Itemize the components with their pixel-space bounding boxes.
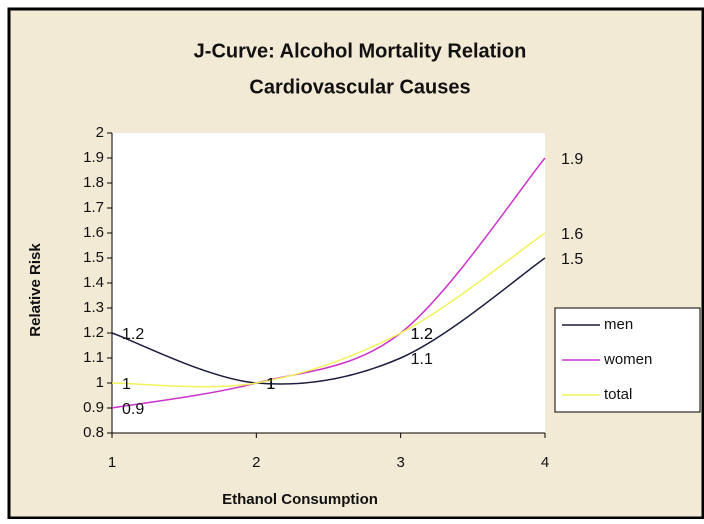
data-label: 1.1	[411, 351, 433, 368]
legend-label: women	[603, 351, 652, 368]
data-label: 1	[266, 376, 275, 393]
data-label: 1.2	[411, 326, 433, 343]
plot-area	[112, 133, 545, 433]
data-label: 1	[122, 376, 131, 393]
chart-title: J-Curve: Alcohol Mortality Relation	[194, 40, 527, 62]
y-tick-label: 1.8	[83, 174, 104, 191]
line	[111, 157, 546, 409]
y-axis-label: Relative Risk	[27, 243, 44, 337]
y-tick-label: 1.3	[83, 299, 104, 316]
data-label: 1.9	[561, 151, 583, 168]
x-tick-label: 4	[541, 454, 549, 471]
x-tick-label: 1	[108, 454, 116, 471]
data-label: 1.5	[561, 251, 583, 268]
x-axis-label: Ethanol Consumption	[222, 491, 378, 508]
x-tick-label: 2	[252, 454, 260, 471]
data-label: 1	[266, 376, 275, 393]
line	[111, 232, 546, 388]
y-tick-label: 0.9	[83, 399, 104, 416]
chart-title: Cardiovascular Causes	[249, 76, 470, 98]
data-label: 0.9	[122, 401, 144, 418]
line	[111, 257, 546, 385]
y-tick-label: 1.7	[83, 199, 104, 216]
data-label: 1	[266, 376, 275, 393]
y-tick-label: 1.5	[83, 249, 104, 266]
y-tick-label: 1.2	[83, 324, 104, 341]
data-label: 1.2	[122, 326, 144, 343]
data-label: 1.2	[411, 326, 433, 343]
x-tick-label: 3	[396, 454, 404, 471]
y-tick-label: 1.4	[83, 274, 104, 291]
y-tick-label: 1	[96, 374, 104, 391]
y-tick-label: 1.9	[83, 149, 104, 166]
legend-label: total	[604, 386, 632, 403]
legend-label: men	[604, 316, 633, 333]
y-tick-label: 1.1	[83, 349, 104, 366]
y-tick-label: 1.6	[83, 224, 104, 241]
y-tick-label: 0.8	[83, 424, 104, 441]
data-label: 1.6	[561, 226, 583, 243]
y-tick-label: 2	[96, 124, 104, 141]
